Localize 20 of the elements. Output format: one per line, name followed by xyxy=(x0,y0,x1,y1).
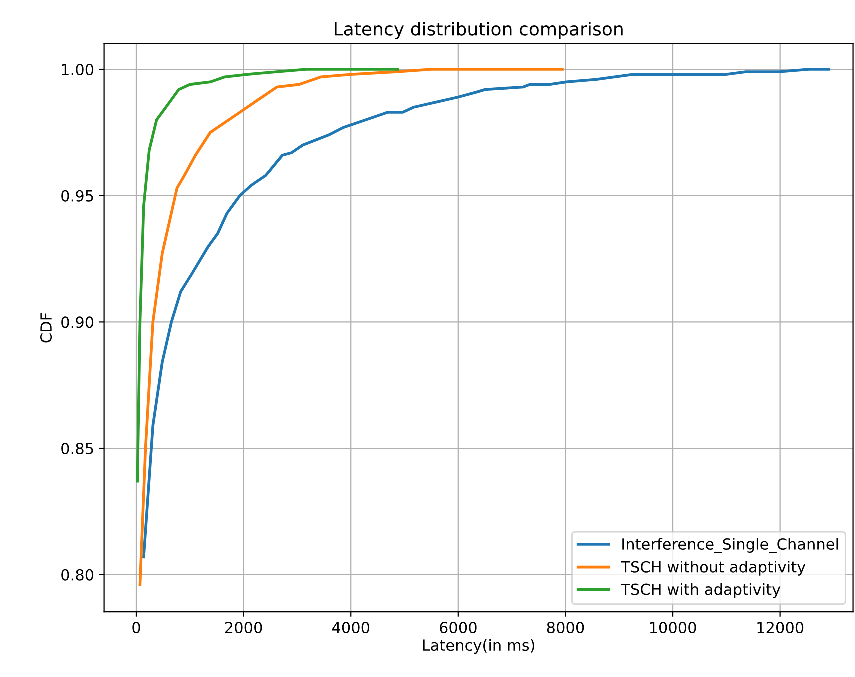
x-tick-label: 6000 xyxy=(440,622,477,634)
x-tick-label: 2000 xyxy=(225,622,262,634)
line-series xyxy=(136,68,400,483)
line-series xyxy=(138,68,564,586)
y-tick-label: 0.90 xyxy=(62,316,94,328)
x-tick-label: 10000 xyxy=(650,622,696,634)
chart-title: Latency distribution comparison xyxy=(334,22,623,40)
legend-label: Interference_Single_Channel xyxy=(622,538,838,554)
x-tick-label: 8000 xyxy=(547,622,584,634)
y-tick-label: 0.85 xyxy=(62,442,94,455)
y-tick-label: 1.00 xyxy=(62,64,94,76)
x-tick-label: 0 xyxy=(132,622,140,634)
y-tick-label: 0.95 xyxy=(62,190,94,202)
legend-label: TSCH with adaptivity xyxy=(621,583,781,598)
y-tick-label: 0.80 xyxy=(62,569,94,581)
x-tick-label: 12000 xyxy=(758,622,804,634)
y-axis-title: CDF xyxy=(40,313,52,343)
legend-label: TSCH without adaptivity xyxy=(621,561,806,576)
x-axis-title: Latency(in ms) xyxy=(423,639,534,654)
x-tick-label: 4000 xyxy=(332,622,370,634)
